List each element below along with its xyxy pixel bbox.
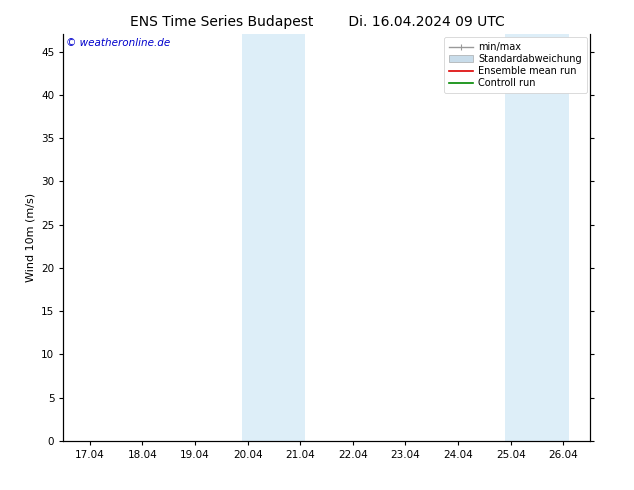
Bar [505,34,569,441]
Legend: min/max, Standardabweichung, Ensemble mean run, Controll run: min/max, Standardabweichung, Ensemble me… [444,37,586,93]
Y-axis label: Wind 10m (m/s): Wind 10m (m/s) [25,193,36,282]
Bar [242,34,306,441]
Text: © weatheronline.de: © weatheronline.de [66,38,171,49]
Text: ENS Time Series Budapest        Di. 16.04.2024 09 UTC: ENS Time Series Budapest Di. 16.04.2024 … [129,15,505,29]
